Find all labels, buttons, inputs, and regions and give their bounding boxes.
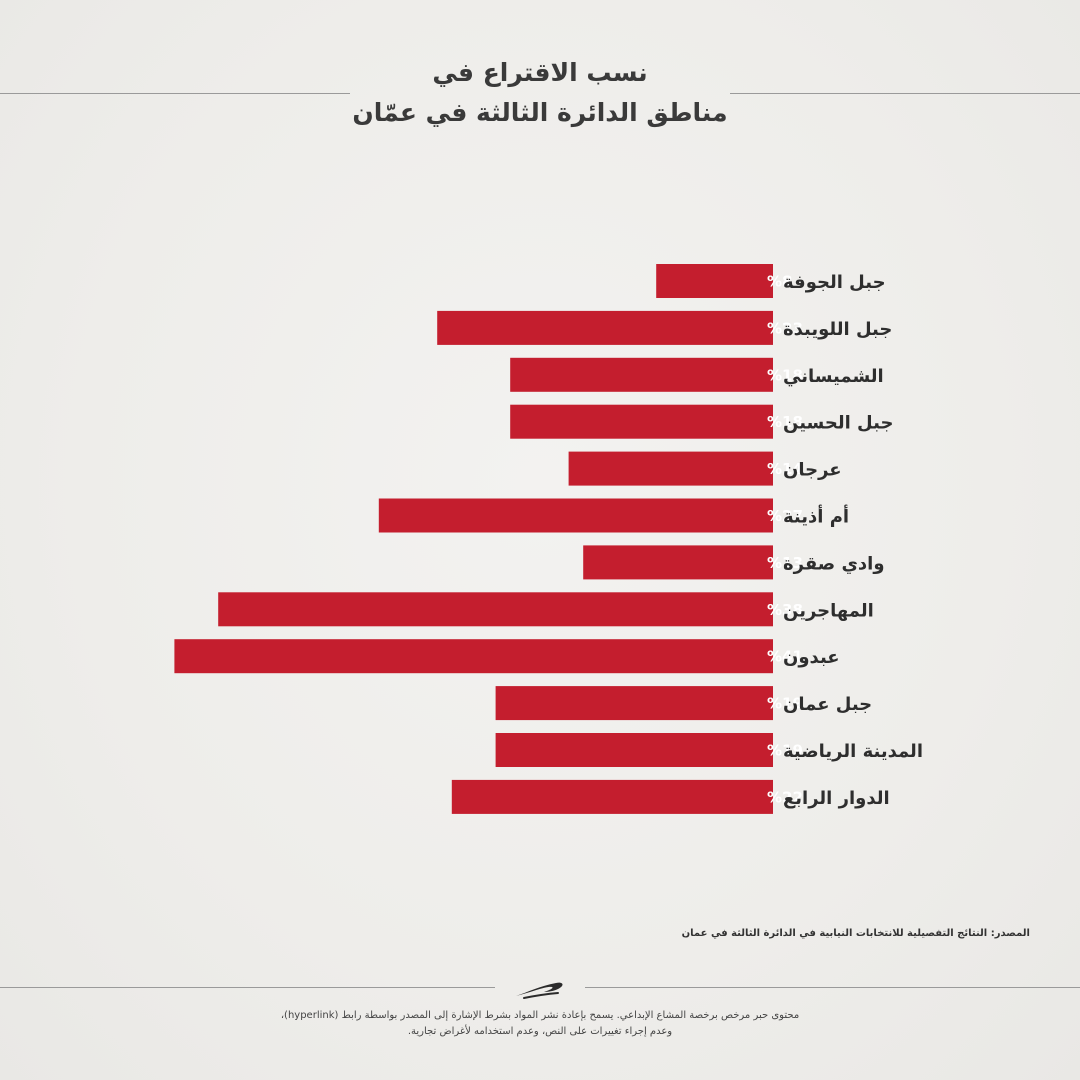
bar <box>495 733 773 767</box>
bar-value-label: %14 <box>767 460 803 478</box>
bar <box>510 404 773 439</box>
category-label: جبل الحسين <box>783 413 893 434</box>
bar-value-label: %38 <box>767 601 803 619</box>
bar <box>218 592 773 627</box>
category-label: أم أذينة <box>783 505 849 528</box>
bar <box>451 779 773 814</box>
bar-value-label: %18 <box>767 413 803 431</box>
bar-value-label: %22 <box>767 788 803 806</box>
bar-value-label: %19 <box>767 742 803 760</box>
title-divider-left <box>0 93 350 94</box>
bar <box>568 451 773 486</box>
bar-value-label: %23 <box>767 319 803 337</box>
license-line-1: محتوى حبر مرخص برخصة المشاع الإبداعي. يس… <box>280 1010 800 1021</box>
bar <box>583 545 773 580</box>
category-label: جبل عمان <box>783 694 872 715</box>
category-label: وادي صقرة <box>783 553 885 574</box>
category-label: المدينة الرياضية <box>783 741 923 762</box>
bar <box>174 639 773 674</box>
category-label: جبل اللويبدة <box>783 319 892 340</box>
bar-value-label: %18 <box>767 366 803 384</box>
bar-value-label: %8 <box>767 273 792 291</box>
bar <box>378 498 773 533</box>
category-label: الدوار الرابع <box>783 788 890 809</box>
footer-divider-left <box>0 987 495 988</box>
bar-value-label: %13 <box>767 554 803 572</box>
category-label: المهاجرين <box>783 600 874 621</box>
chart-title-line2: مناطق الدائرة الثالثة في عمّان <box>352 98 728 127</box>
category-label: عرجان <box>783 460 842 481</box>
license-note: محتوى حبر مرخص برخصة المشاع الإبداعي. يس… <box>200 1008 880 1040</box>
bar-value-label: %41 <box>767 648 803 666</box>
bar <box>437 310 773 345</box>
bar-value-label: %27 <box>767 507 803 525</box>
bar <box>656 264 773 298</box>
source-note: المصدر: النتائج التفصيلية للانتخابات الن… <box>681 928 1030 939</box>
bar <box>495 686 773 721</box>
license-line-2: وعدم إجراء تغييرات على النص، وعدم استخدا… <box>407 1026 673 1037</box>
bar <box>510 357 773 392</box>
bar-value-label: %19 <box>767 695 803 713</box>
category-label: جبل الجوفة <box>783 272 886 293</box>
hibr-logo-icon <box>516 982 563 999</box>
title-divider-right <box>730 93 1080 94</box>
category-label: عبدون <box>783 647 840 668</box>
footer-divider-right <box>585 987 1080 988</box>
category-label: الشميساني <box>783 366 884 387</box>
chart-title-line1: نسب الاقتراع في <box>432 58 648 87</box>
